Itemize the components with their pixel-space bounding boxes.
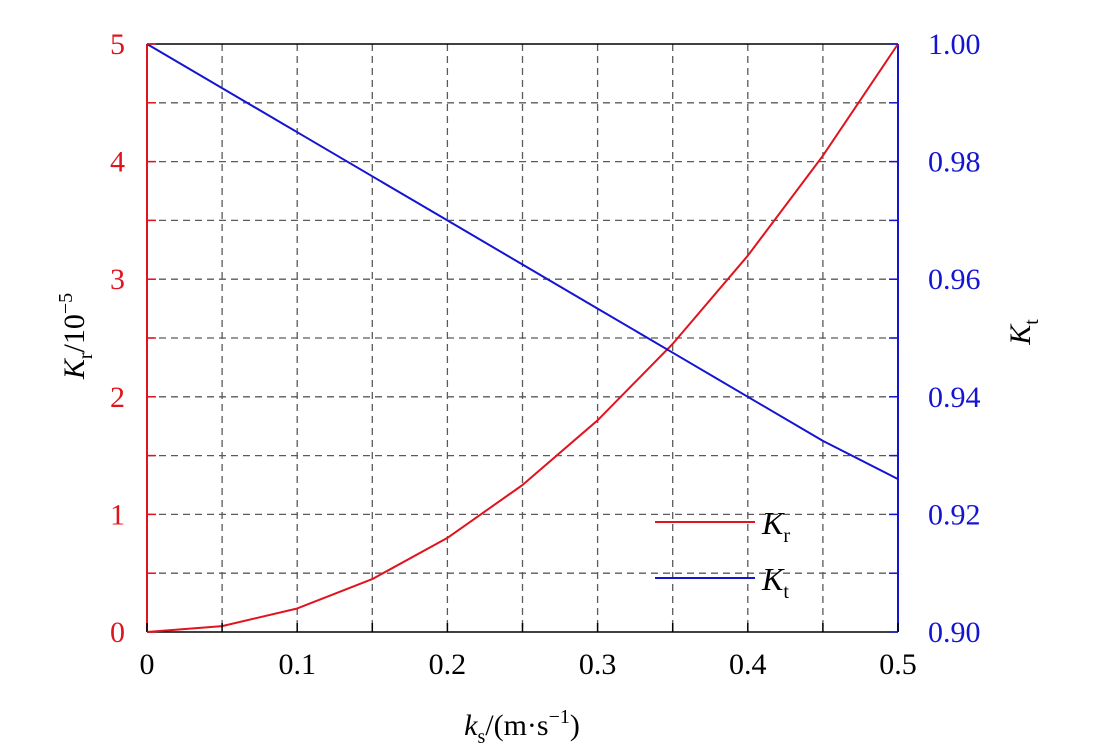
y-right-tick-label: 0.98 — [928, 146, 981, 179]
x-tick-label: 0.3 — [579, 648, 617, 681]
series-line-kt — [146, 43, 899, 481]
y-right-tick-label: 0.96 — [928, 263, 981, 296]
legend-label-kr: Kr — [761, 505, 790, 547]
y-left-tick-label: 0 — [110, 616, 125, 649]
x-tick-label: 0.2 — [429, 648, 467, 681]
x-tick-label: 0 — [140, 648, 155, 681]
y-right-axis-label: Kt — [1004, 319, 1043, 346]
x-tick-label: 0.5 — [879, 648, 917, 681]
legend: Kr Kt — [655, 505, 790, 603]
x-axis-label: ks/(m·s−1) — [464, 706, 580, 748]
grid — [147, 44, 898, 632]
y-left-axis-label: Kr/10−5 — [55, 293, 97, 380]
tick-layer: 0 0.1 0.2 0.3 0.4 0.5 0 1 2 3 4 5 0.90 0.92 0.94 0.96 0.… — [110, 28, 981, 681]
y-left-tick-label: 3 — [110, 263, 125, 296]
x-tick-label: 0.1 — [278, 648, 316, 681]
series-layer — [146, 43, 899, 633]
y-right-tick-label: 0.94 — [928, 381, 981, 414]
series-line-kr — [146, 43, 899, 633]
y-right-tick-label: 0.90 — [928, 616, 981, 649]
y-left-tick-label: 2 — [110, 381, 125, 414]
y-left-tick-label: 4 — [110, 146, 125, 179]
x-tick-label: 0.4 — [729, 648, 767, 681]
y-left-tick-label: 1 — [110, 498, 125, 531]
legend-label-kt: Kt — [761, 561, 789, 603]
y-left-tick-label: 5 — [110, 28, 125, 61]
y-right-tick-label: 1.00 — [928, 28, 981, 61]
y-right-tick-label: 0.92 — [928, 498, 981, 531]
